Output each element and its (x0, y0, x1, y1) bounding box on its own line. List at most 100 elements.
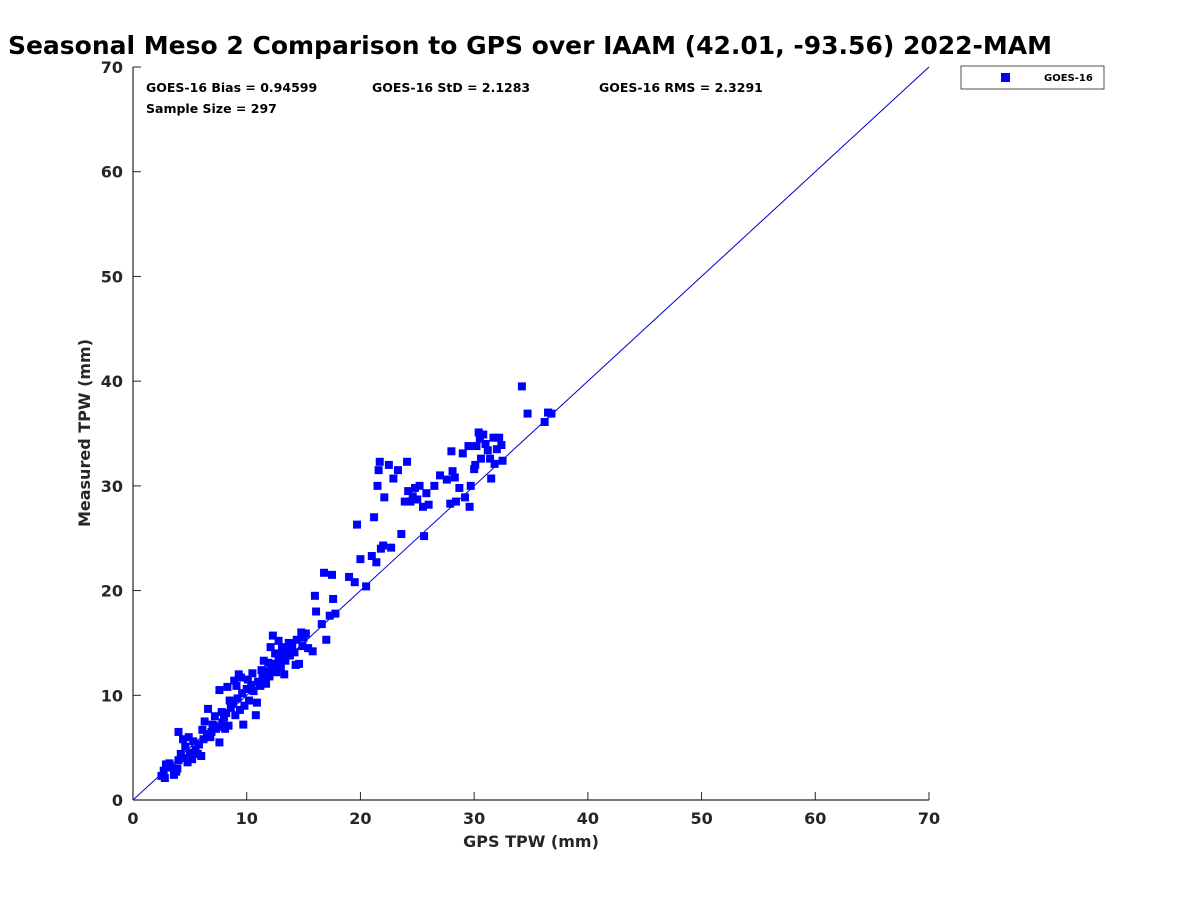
data-point (489, 433, 498, 442)
data-point (265, 672, 274, 681)
data-point (442, 475, 451, 484)
data-point (180, 754, 189, 763)
data-point (299, 633, 308, 642)
y-tick-label: 60 (101, 163, 123, 182)
data-point (285, 651, 294, 660)
data-point (471, 460, 480, 469)
data-point (272, 668, 281, 677)
data-point (308, 647, 317, 656)
x-tick-label: 30 (463, 809, 485, 828)
y-tick-label: 50 (101, 267, 123, 286)
x-tick-label: 50 (690, 809, 712, 828)
data-point (221, 724, 230, 733)
data-point (247, 680, 256, 689)
data-point (466, 481, 475, 490)
data-point (325, 611, 334, 620)
data-point (497, 441, 506, 450)
x-tick-label: 40 (577, 809, 599, 828)
data-point (486, 454, 495, 463)
data-point (320, 568, 329, 577)
data-point (268, 631, 277, 640)
data-point (204, 704, 213, 713)
data-point (226, 703, 235, 712)
data-point (174, 756, 183, 765)
data-point (403, 457, 412, 466)
data-point (495, 433, 504, 442)
data-point (329, 594, 338, 603)
data-point (374, 466, 383, 475)
data-point (217, 708, 226, 717)
data-point (372, 558, 381, 567)
data-point (465, 502, 474, 511)
y-axis-ticks: 0 10 20 30 40 50 60 70 (101, 58, 141, 810)
data-point (458, 449, 467, 458)
y-tick-label: 70 (101, 58, 123, 77)
data-point (240, 701, 249, 710)
data-point (481, 439, 490, 448)
x-tick-label: 70 (918, 809, 940, 828)
y-tick-label: 10 (101, 686, 123, 705)
data-point (235, 705, 244, 714)
data-point (328, 570, 336, 579)
x-tick-label: 0 (127, 809, 138, 828)
data-point (474, 428, 483, 437)
data-point (251, 711, 260, 720)
data-point (271, 649, 280, 658)
legend-marker-square (1001, 73, 1010, 82)
data-point (450, 473, 459, 482)
data-point (373, 481, 382, 490)
data-point (242, 685, 251, 694)
data-point (176, 749, 185, 758)
data-point (160, 774, 169, 783)
data-point (367, 552, 376, 561)
data-point (451, 497, 460, 506)
x-axis-label: GPS TPW (mm) (463, 832, 599, 851)
data-point (298, 642, 307, 651)
legend: GOES-16 (960, 65, 1105, 90)
data-point (219, 713, 228, 722)
data-point (370, 513, 379, 522)
data-point (210, 712, 219, 721)
data-point (291, 660, 300, 669)
data-point (331, 609, 340, 618)
data-point (490, 459, 499, 468)
data-point (380, 493, 389, 502)
data-point (233, 694, 242, 703)
data-point (193, 749, 202, 758)
data-point (498, 456, 507, 465)
data-point (283, 645, 292, 654)
data-point (404, 487, 413, 496)
stat-bias: GOES-16 Bias = 0.94599 (146, 80, 317, 95)
data-point (161, 760, 170, 769)
plot-area: 0 10 20 30 40 50 60 70 0 10 20 30 40 50 60 70 (101, 58, 940, 828)
y-tick-label: 20 (101, 582, 123, 601)
data-point (274, 636, 283, 645)
data-point (159, 766, 168, 775)
data-point (206, 733, 215, 742)
data-point (487, 474, 496, 483)
data-point (231, 711, 240, 720)
data-point (256, 681, 265, 690)
data-point (184, 733, 193, 742)
data-point (191, 745, 200, 754)
data-point (214, 722, 223, 731)
data-point (476, 454, 485, 463)
data-point (218, 718, 227, 727)
data-point (397, 530, 406, 539)
data-point (446, 499, 455, 508)
legend-box (960, 65, 1105, 90)
data-point (408, 492, 417, 501)
data-point (517, 382, 526, 391)
data-point (199, 735, 208, 744)
data-point (362, 582, 371, 591)
stats-block: GOES-16 Bias = 0.94599 GOES-16 StD = 2.1… (146, 80, 763, 116)
data-point (208, 720, 217, 729)
data-point (237, 673, 246, 682)
data-point (263, 667, 272, 676)
y-tick-label: 30 (101, 477, 123, 496)
data-point (356, 555, 365, 564)
data-point (472, 442, 481, 451)
x-tick-label: 10 (236, 809, 258, 828)
data-point (215, 686, 224, 695)
data-point (483, 446, 492, 455)
